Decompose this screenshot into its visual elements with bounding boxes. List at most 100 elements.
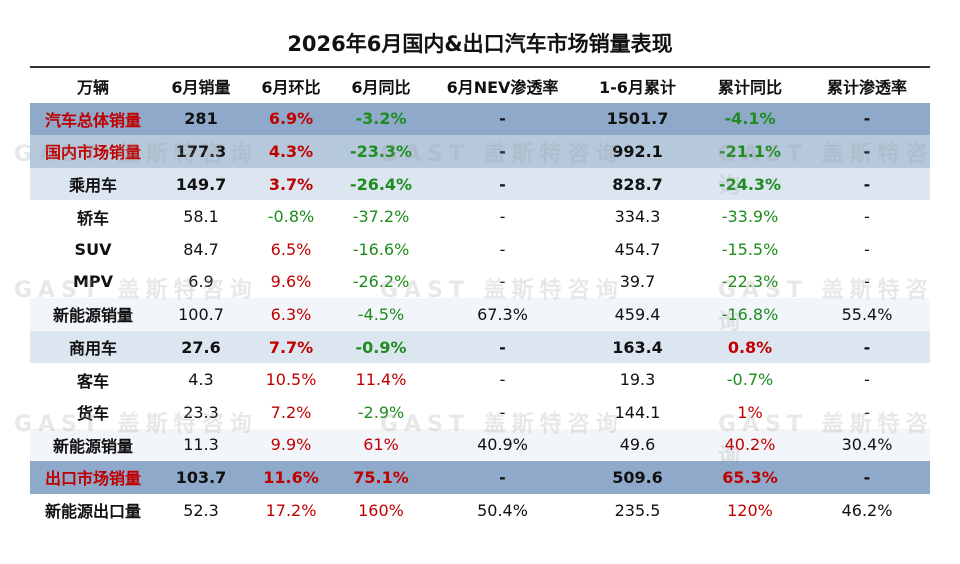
column-header: 6月NEV渗透率: [446, 78, 559, 98]
table-cell: 17.2%: [246, 493, 336, 527]
table-row: 新能源销量 11.3 9.9% 61% 40.9% 49.6 40.2% 30.…: [30, 428, 930, 462]
table-cell: -: [426, 167, 579, 201]
sales-table: 万辆 6月销量 6月环比 6月同比 6月NEV渗透率 1-6月累计 累计同比 累…: [30, 70, 930, 527]
table-cell: -16.8%: [696, 298, 804, 331]
table-cell: 459.4: [579, 298, 696, 331]
table-row: 新能源出口量 52.3 17.2% 160% 50.4% 235.5 120% …: [30, 493, 930, 527]
table-row: 国内市场销量 177.3 4.3% -23.3% - 992.1 -21.1% …: [30, 135, 930, 168]
table-cell: 61%: [336, 428, 426, 462]
table-cell: 30.4%: [804, 428, 930, 462]
table-cell: -0.7%: [696, 363, 804, 396]
table-cell: 4.3: [156, 363, 246, 396]
table-cell: 49.6: [579, 428, 696, 462]
table-cell: -23.3%: [336, 135, 426, 168]
row-label: 新能源出口量: [30, 493, 156, 527]
table-cell: -24.3%: [696, 167, 804, 201]
table-cell: 65.3%: [696, 461, 804, 494]
header-row: 万辆 6月销量 6月环比 6月同比 6月NEV渗透率 1-6月累计 累计同比 累…: [30, 70, 930, 103]
table-row: 轿车 58.1 -0.8% -37.2% - 334.3 -33.9% -: [30, 200, 930, 233]
table-cell: 3.7%: [246, 167, 336, 201]
table-cell: 144.1: [579, 395, 696, 429]
table-row: MPV 6.9 9.6% -26.2% - 39.7 -22.3% -: [30, 265, 930, 299]
table-cell: -0.9%: [336, 330, 426, 364]
table-row: 乘用车 149.7 3.7% -26.4% - 828.7 -24.3% -: [30, 167, 930, 201]
table-cell: 84.7: [156, 232, 246, 266]
table-cell: 509.6: [579, 461, 696, 494]
table-cell: -15.5%: [696, 232, 804, 266]
table-cell: 7.7%: [246, 330, 336, 364]
table-row: 货车 23.3 7.2% -2.9% - 144.1 1% -: [30, 395, 930, 429]
table-row: 汽车总体销量 281 6.9% -3.2% - 1501.7 -4.1% -: [30, 102, 930, 136]
table-row: 商用车 27.6 7.7% -0.9% - 163.4 0.8% -: [30, 330, 930, 364]
table-cell: 4.3%: [246, 135, 336, 168]
table-row: 客车 4.3 10.5% 11.4% - 19.3 -0.7% -: [30, 363, 930, 396]
table-cell: 55.4%: [804, 298, 930, 331]
table-cell: -: [804, 232, 930, 266]
table-cell: -: [804, 363, 930, 396]
table-cell: -4.1%: [696, 102, 804, 136]
table-cell: 1%: [696, 395, 804, 429]
table-cell: -: [426, 102, 579, 136]
table-cell: 1501.7: [579, 102, 696, 136]
table-cell: 40.2%: [696, 428, 804, 462]
table-cell: 40.9%: [426, 428, 579, 462]
table-cell: -33.9%: [696, 200, 804, 233]
table-cell: 281: [156, 102, 246, 136]
table-cell: -: [426, 330, 579, 364]
table-cell: 163.4: [579, 330, 696, 364]
table-row: 新能源销量 100.7 6.3% -4.5% 67.3% 459.4 -16.8…: [30, 298, 930, 331]
table-cell: -26.4%: [336, 167, 426, 201]
table-cell: 103.7: [156, 461, 246, 494]
row-label: 客车: [30, 363, 156, 396]
table-cell: -0.8%: [246, 200, 336, 233]
table-cell: -16.6%: [336, 232, 426, 266]
column-header: 1-6月累计: [599, 78, 676, 98]
table-cell: 52.3: [156, 493, 246, 527]
table-cell: 39.7: [579, 265, 696, 299]
table-cell: -4.5%: [336, 298, 426, 331]
table-cell: 828.7: [579, 167, 696, 201]
row-label: 乘用车: [30, 167, 156, 201]
row-label: 汽车总体销量: [30, 102, 156, 136]
table-cell: 6.9: [156, 265, 246, 299]
row-label: 货车: [30, 395, 156, 429]
table-cell: 10.5%: [246, 363, 336, 396]
table-cell: -: [804, 461, 930, 494]
table-cell: 0.8%: [696, 330, 804, 364]
column-header: 6月环比: [261, 78, 321, 98]
table-cell: 23.3: [156, 395, 246, 429]
table-cell: 27.6: [156, 330, 246, 364]
table-cell: 177.3: [156, 135, 246, 168]
table-cell: 11.4%: [336, 363, 426, 396]
column-header: 6月同比: [351, 78, 411, 98]
column-header: 万辆: [76, 78, 109, 98]
table-cell: 7.2%: [246, 395, 336, 429]
table-cell: 235.5: [579, 493, 696, 527]
table-cell: 9.6%: [246, 265, 336, 299]
row-label: 国内市场销量: [30, 135, 156, 168]
table-cell: -26.2%: [336, 265, 426, 299]
table-cell: 19.3: [579, 363, 696, 396]
table-cell: 334.3: [579, 200, 696, 233]
table-cell: 120%: [696, 493, 804, 527]
table-cell: -22.3%: [696, 265, 804, 299]
table-cell: -: [426, 135, 579, 168]
table-cell: -: [804, 265, 930, 299]
table-cell: -37.2%: [336, 200, 426, 233]
table-cell: 100.7: [156, 298, 246, 331]
table-row: SUV 84.7 6.5% -16.6% - 454.7 -15.5% -: [30, 232, 930, 266]
row-label: 新能源销量: [30, 428, 156, 462]
table-cell: 67.3%: [426, 298, 579, 331]
table-cell: 454.7: [579, 232, 696, 266]
table-cell: -: [426, 200, 579, 233]
page-title: 2026年6月国内&出口汽车市场销量表现: [287, 32, 673, 56]
table-cell: -: [804, 167, 930, 201]
table-cell: 11.3: [156, 428, 246, 462]
table-cell: -: [804, 395, 930, 429]
top-rule: [30, 66, 930, 68]
table-row: 出口市场销量 103.7 11.6% 75.1% - 509.6 65.3% -: [30, 461, 930, 494]
table-cell: 50.4%: [426, 493, 579, 527]
table-cell: -2.9%: [336, 395, 426, 429]
table-cell: 6.5%: [246, 232, 336, 266]
table-cell: -21.1%: [696, 135, 804, 168]
